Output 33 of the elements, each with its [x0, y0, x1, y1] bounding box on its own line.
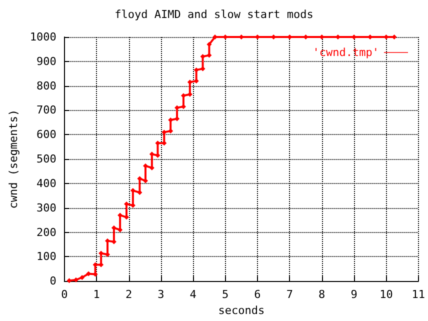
x-tick-label: 7: [286, 288, 293, 302]
y-axis-title: cwnd (segments): [7, 109, 20, 209]
x-tick-label: 6: [254, 288, 261, 302]
y-tick-label: 600: [36, 128, 56, 142]
y-tick-label: 1000: [30, 30, 56, 44]
x-tick-label: 0: [61, 288, 68, 302]
chart-title: floyd AIMD and slow start mods: [114, 8, 314, 21]
y-tick-label: 900: [36, 54, 56, 68]
point: [80, 274, 85, 280]
y-tick-label: 0: [50, 274, 56, 288]
y-tick-label: 100: [36, 250, 56, 264]
point: [206, 42, 212, 47]
y-tick-label: 200: [36, 226, 56, 239]
x-tick-label: 4: [190, 288, 197, 302]
x-tick-label: 10: [380, 288, 393, 302]
point: [162, 140, 167, 146]
x-tick-label: 9: [350, 288, 358, 302]
x-tick-label: 1: [93, 288, 100, 302]
point: [194, 67, 199, 72]
point: [111, 225, 116, 230]
y-tick-label: 300: [36, 201, 56, 214]
y-tick-label: 700: [36, 104, 56, 117]
legend-label: 'cwnd.tmp': [312, 46, 379, 59]
point: [66, 278, 72, 284]
y-tick-label: 400: [36, 176, 56, 190]
y-tick-label: 800: [36, 79, 56, 92]
x-axis-title: seconds: [218, 304, 265, 317]
x-tick-label: 3: [158, 288, 164, 302]
x-tick-label: 11: [412, 288, 425, 302]
x-tick-label: 2: [125, 288, 132, 302]
x-tick-label: 8: [318, 288, 326, 302]
x-tick-label: 5: [222, 288, 229, 302]
y-tick-label: 500: [36, 152, 56, 166]
